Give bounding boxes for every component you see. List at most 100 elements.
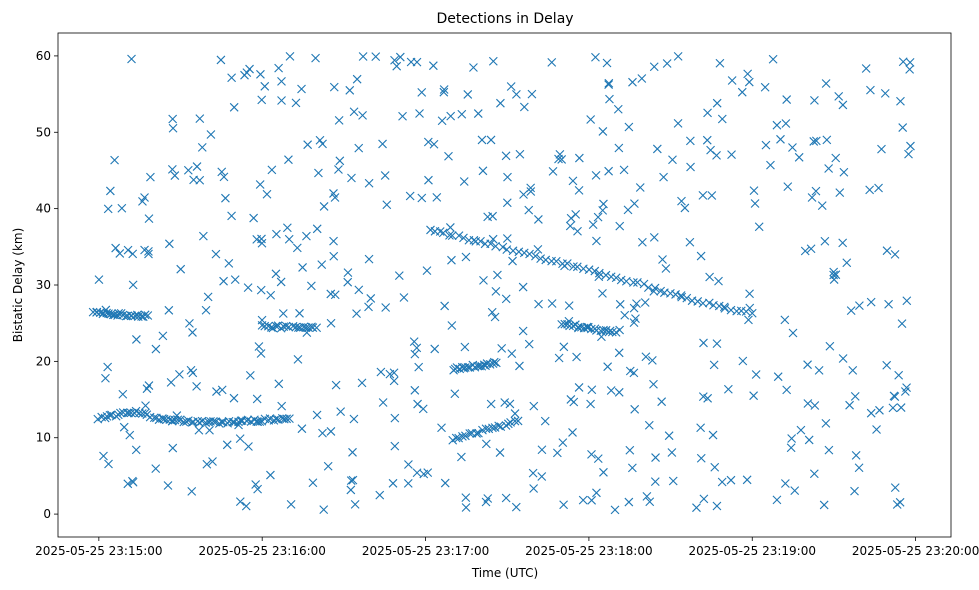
data-point (850, 391, 860, 401)
data-point (413, 399, 422, 409)
data-point (905, 64, 915, 74)
data-point (217, 385, 227, 395)
data-point (548, 166, 558, 176)
data-point (364, 254, 374, 264)
chart-title: Detections in Delay (436, 11, 573, 27)
data-point (496, 98, 505, 108)
data-point (330, 290, 340, 300)
data-point (312, 224, 322, 234)
data-point (643, 283, 653, 292)
data-point (358, 110, 367, 120)
data-point (432, 192, 442, 202)
data-point (168, 114, 178, 124)
data-point (297, 84, 306, 94)
data-point (430, 344, 440, 354)
data-point (565, 221, 575, 231)
data-point (518, 326, 528, 336)
data-point (554, 353, 564, 363)
y-tick-label: 0 (43, 507, 51, 521)
data-point (809, 137, 819, 146)
data-point (709, 360, 719, 370)
data-point (780, 315, 790, 325)
data-point (796, 425, 806, 435)
data-point (326, 318, 336, 328)
data-point (418, 404, 428, 414)
data-point (719, 302, 729, 312)
data-point (527, 89, 537, 99)
data-point (526, 183, 536, 193)
data-point (389, 376, 399, 386)
data-point (649, 62, 659, 72)
data-point (491, 241, 500, 251)
data-point (494, 421, 504, 431)
data-point (512, 89, 521, 99)
data-point (285, 51, 295, 61)
data-point (446, 111, 456, 121)
data-point (738, 356, 748, 366)
data-point (311, 53, 320, 63)
data-point (249, 213, 259, 223)
data-point (481, 439, 491, 449)
data-point (272, 229, 281, 239)
data-point (750, 199, 760, 208)
data-point (465, 429, 475, 438)
data-point (277, 76, 286, 86)
data-point (533, 245, 543, 254)
data-point (514, 247, 524, 257)
data-point (846, 306, 856, 315)
data-point (723, 384, 733, 394)
data-point (898, 57, 908, 67)
data-point (437, 423, 446, 433)
data-point (329, 82, 339, 92)
data-point (574, 323, 583, 333)
data-point (817, 201, 827, 210)
data-point (611, 273, 621, 283)
data-point (594, 272, 604, 282)
data-point (536, 254, 546, 264)
data-point (276, 277, 286, 287)
data-point (461, 503, 471, 512)
data-point (140, 193, 149, 202)
data-point (291, 98, 301, 108)
data-point (284, 155, 293, 165)
data-point (707, 191, 717, 200)
data-point (838, 238, 848, 248)
data-point (513, 416, 523, 426)
data-point (285, 414, 294, 424)
data-point (352, 309, 361, 318)
data-point (671, 290, 680, 299)
data-point (474, 428, 483, 438)
data-point (115, 249, 125, 258)
data-point (677, 196, 686, 206)
data-point (519, 102, 529, 112)
data-point (573, 226, 582, 236)
data-point (699, 338, 708, 348)
data-point (698, 190, 708, 200)
data-point (500, 398, 510, 407)
data-point (751, 370, 761, 379)
data-point (132, 335, 141, 344)
data-point (463, 90, 473, 99)
data-point (519, 248, 529, 258)
data-point (346, 485, 356, 495)
data-point (375, 490, 385, 500)
data-point (781, 119, 791, 128)
data-point (568, 428, 577, 437)
data-point (410, 349, 420, 359)
data-point (439, 85, 449, 94)
data-point (892, 500, 902, 509)
data-point (390, 413, 400, 423)
data-point (850, 486, 859, 496)
data-point (457, 452, 466, 462)
data-point (331, 380, 341, 390)
data-point (902, 296, 912, 306)
data-point (518, 282, 528, 292)
data-point (257, 315, 267, 325)
data-point (866, 85, 875, 95)
data-point (308, 323, 318, 333)
data-point (123, 311, 133, 321)
data-point (423, 468, 433, 477)
data-point (245, 371, 255, 380)
data-point (854, 301, 864, 311)
data-point (699, 494, 709, 504)
